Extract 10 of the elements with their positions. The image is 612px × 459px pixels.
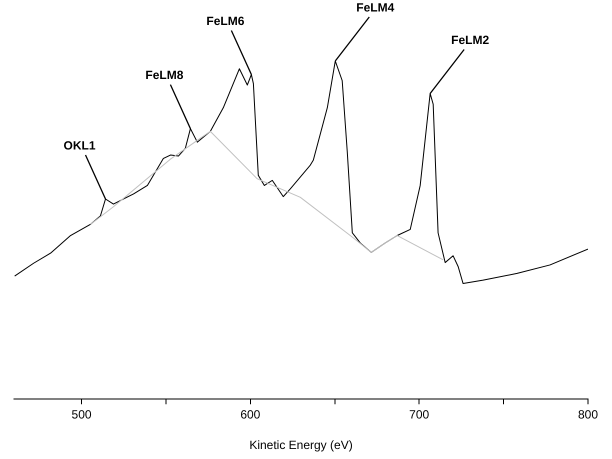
x-tick-label: 800 [578, 408, 598, 422]
annotation: OKL1 [63, 138, 96, 152]
annotation: FeLM8 [145, 68, 184, 82]
x-axis-title: Kinetic Energy (eV) [249, 438, 353, 452]
x-tick-label: 600 [240, 408, 261, 422]
annotation: FeLM2 [451, 32, 490, 47]
annotation: FeLM6 [206, 14, 245, 28]
x-tick-label: 500 [72, 408, 92, 422]
x-tick-label: 700 [409, 408, 430, 422]
annotation: FeLM4 [356, 0, 395, 14]
